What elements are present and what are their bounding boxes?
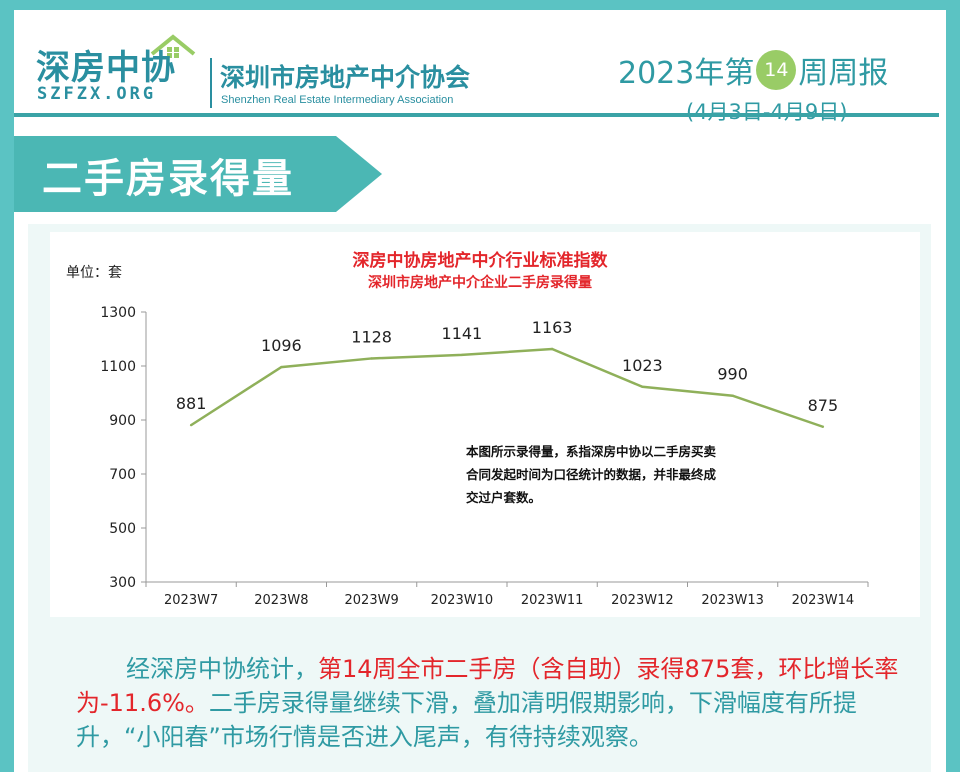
- x-tick-label: 2023W12: [611, 593, 673, 608]
- week-suffix: 周周报: [798, 56, 889, 91]
- data-label: 1128: [351, 327, 392, 346]
- data-point: [370, 357, 373, 360]
- section-title: 二手房录得量: [42, 156, 294, 202]
- summary-detail: 二手房录得量继续下滑，叠加清明假期影响，下滑幅度有所提升，“小阳春”市场行情是否…: [76, 689, 857, 751]
- data-label: 1163: [532, 318, 573, 337]
- logo-divider: [210, 58, 212, 108]
- x-tick-label: 2023W14: [792, 593, 854, 608]
- association-name: 深圳市房地产中介协会: [220, 63, 471, 92]
- report-week-title: 2023年第 14 周周报: [618, 48, 888, 92]
- y-tick-label: 700: [109, 467, 136, 483]
- x-tick-label: 2023W11: [521, 593, 583, 608]
- association-name-english: Shenzhen Real Estate Intermediary Associ…: [221, 94, 454, 106]
- y-tick-label: 1300: [100, 305, 136, 321]
- data-label: 1096: [261, 336, 302, 355]
- summary-intro: 经深房中协统计，: [126, 655, 318, 683]
- data-label: 1141: [442, 324, 483, 343]
- house-roof-icon: [150, 34, 196, 58]
- y-tick-label: 500: [109, 521, 136, 537]
- logo-chinese: 深房中协: [36, 48, 176, 88]
- x-tick-label: 2023W7: [164, 593, 218, 608]
- header-divider: [14, 113, 939, 117]
- y-tick-label: 1100: [100, 359, 136, 375]
- data-label: 1023: [622, 356, 663, 375]
- szfzx-logo: 深房中协 SZFZX.ORG: [36, 34, 206, 110]
- x-tick-label: 2023W13: [701, 593, 763, 608]
- data-point: [550, 347, 554, 351]
- data-point: [821, 425, 825, 428]
- x-tick-label: 2023W10: [431, 593, 493, 608]
- summary-highlight: 第14周全市二手房（含自助）录得875套，环比增长率为-11.6%。: [76, 655, 899, 717]
- data-label: 881: [176, 394, 207, 413]
- y-tick-label: 300: [109, 575, 136, 591]
- data-label: 875: [808, 396, 839, 415]
- y-tick-label: 900: [109, 413, 136, 429]
- week-number-badge: 14: [756, 50, 797, 90]
- x-tick-label: 2023W9: [345, 593, 399, 608]
- chart-card: [50, 232, 920, 617]
- data-point: [460, 353, 464, 357]
- series-line: [190, 347, 824, 428]
- data-point: [280, 365, 283, 369]
- x-tick-label: 2023W8: [254, 593, 308, 608]
- data-point: [189, 423, 193, 427]
- data-label: 990: [717, 365, 748, 384]
- data-point: [731, 394, 734, 397]
- summary-paragraph: 经深房中协统计，第14周全市二手房（含自助）录得875套，环比增长率为-11.6…: [76, 652, 936, 754]
- date-range: (4月3日-4月9日): [686, 100, 848, 124]
- logo-domain: SZFZX.ORG: [37, 84, 157, 104]
- chart-title: 深房中协房地产中介行业标准指数: [352, 251, 608, 271]
- unit-label: 单位：套: [66, 265, 122, 281]
- chart-subtitle: 深圳市房地产中介企业二手房录得量: [368, 275, 592, 291]
- chart-note: 本图所示录得量，系指深房中协以二手房买卖合同发起时间为口径统计的数据，并非最终成…: [466, 444, 717, 505]
- section-banner: [14, 130, 389, 218]
- header: 深房中协 SZFZX.ORG 深圳市房地产中介协会 Shenzhen Real …: [14, 10, 946, 124]
- data-point: [641, 385, 644, 388]
- week-prefix: 2023年第: [618, 56, 755, 91]
